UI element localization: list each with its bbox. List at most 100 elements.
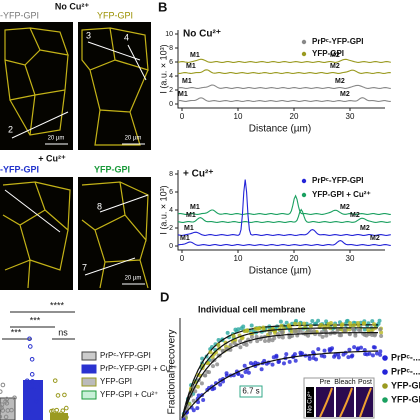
profile-line xyxy=(87,41,141,61)
x-tick-label: 20 xyxy=(290,112,299,121)
axis xyxy=(177,170,385,251)
inset-condition: No Cu²⁺ xyxy=(307,391,314,413)
panel-label: B xyxy=(158,0,167,14)
marker: M2 xyxy=(335,78,345,85)
inset-tag xyxy=(306,387,314,417)
data-point xyxy=(324,333,329,338)
data-point xyxy=(231,334,236,339)
marker: M1 xyxy=(182,78,192,85)
dot xyxy=(12,395,17,401)
legend-dot xyxy=(301,178,307,184)
data-point xyxy=(242,363,247,368)
dot xyxy=(60,408,66,413)
profile-line xyxy=(4,189,61,233)
profile-line xyxy=(99,194,149,213)
data-point xyxy=(216,343,221,348)
legend-swatch xyxy=(81,377,97,387)
data-point xyxy=(193,389,198,394)
legend-label: YFP-GPI xyxy=(100,377,132,386)
profile-trace xyxy=(177,84,391,89)
data-point xyxy=(274,354,279,359)
dot xyxy=(5,408,11,413)
sig-label: **** xyxy=(50,300,65,310)
profile-line xyxy=(11,111,69,139)
data-point xyxy=(306,333,311,338)
data-point xyxy=(272,336,277,341)
data-point xyxy=(196,400,201,405)
data-point xyxy=(215,362,220,367)
fit-curve xyxy=(181,332,378,419)
dot xyxy=(0,382,6,388)
y-tick-label: 8 xyxy=(169,171,173,178)
data-point xyxy=(293,321,298,326)
data-point xyxy=(340,322,345,327)
y-tick-label: 6 xyxy=(169,189,173,196)
dot xyxy=(0,402,5,407)
data-point xyxy=(191,408,196,413)
data-point xyxy=(287,359,292,364)
x-tick-label: 20 xyxy=(290,254,299,263)
dot xyxy=(23,387,29,393)
axis-label: I (a.u. × 10³) xyxy=(158,185,168,234)
dot xyxy=(28,384,33,390)
y-tick-label: 4 xyxy=(169,73,173,80)
data-point xyxy=(332,323,337,328)
sig-label: *** xyxy=(11,327,22,337)
profile-trace xyxy=(177,194,391,215)
x-tick-label: 0 xyxy=(180,112,185,121)
y-tick-label: 0 xyxy=(169,243,173,250)
panel-title: Individual cell membrane xyxy=(198,304,306,314)
data-point xyxy=(236,372,241,377)
data-point xyxy=(278,319,283,324)
legend-dot xyxy=(382,355,388,361)
data-point xyxy=(280,330,285,335)
dot xyxy=(55,393,61,398)
data-point xyxy=(342,329,347,334)
legend-dot xyxy=(301,39,307,45)
cell-outlines xyxy=(2,181,149,289)
dot xyxy=(62,392,67,398)
legend-dot xyxy=(382,383,388,389)
data-point xyxy=(270,362,275,367)
marker: M2 xyxy=(330,52,340,59)
y-tick-label: 6 xyxy=(169,59,173,66)
recovery xyxy=(180,318,384,420)
data-point xyxy=(365,352,370,357)
data-point xyxy=(216,337,221,342)
axis-label: Fractional recovery xyxy=(167,329,178,414)
micrograph xyxy=(78,177,151,290)
fit-curve xyxy=(181,350,379,419)
line-number: 2 xyxy=(8,124,13,134)
profile-trace xyxy=(177,58,391,63)
line-number: 4 xyxy=(124,32,129,42)
data-point xyxy=(362,327,367,332)
data-point xyxy=(203,373,208,378)
data-point xyxy=(292,329,297,334)
legend: PrPᶜ-YFP-GPI PrPᶜ-YFP-GPI + Cu²⁺ YFP-GPI YF… xyxy=(81,351,177,400)
data-point xyxy=(263,338,268,343)
data-point xyxy=(199,381,204,386)
condition: + Cu²⁺ xyxy=(38,153,66,163)
line-number: 3 xyxy=(86,30,91,40)
x-tick-label: 30 xyxy=(346,112,355,121)
data-point xyxy=(246,370,251,375)
data-point xyxy=(364,333,369,338)
legend-dot xyxy=(382,369,388,375)
dot xyxy=(4,396,10,402)
time-box xyxy=(239,385,263,398)
data-point xyxy=(348,323,353,328)
data-point xyxy=(356,346,361,351)
dot xyxy=(0,389,3,394)
time-label: 6.7 s xyxy=(242,387,259,396)
data-point xyxy=(374,351,379,356)
dot xyxy=(54,407,60,413)
data-point xyxy=(352,323,357,328)
data-point xyxy=(339,333,344,338)
data-point xyxy=(240,335,245,340)
marker: M2 xyxy=(340,91,350,98)
data-point xyxy=(259,367,264,372)
legend-swatch xyxy=(81,364,97,374)
data-point xyxy=(373,332,378,337)
dot xyxy=(27,336,32,342)
